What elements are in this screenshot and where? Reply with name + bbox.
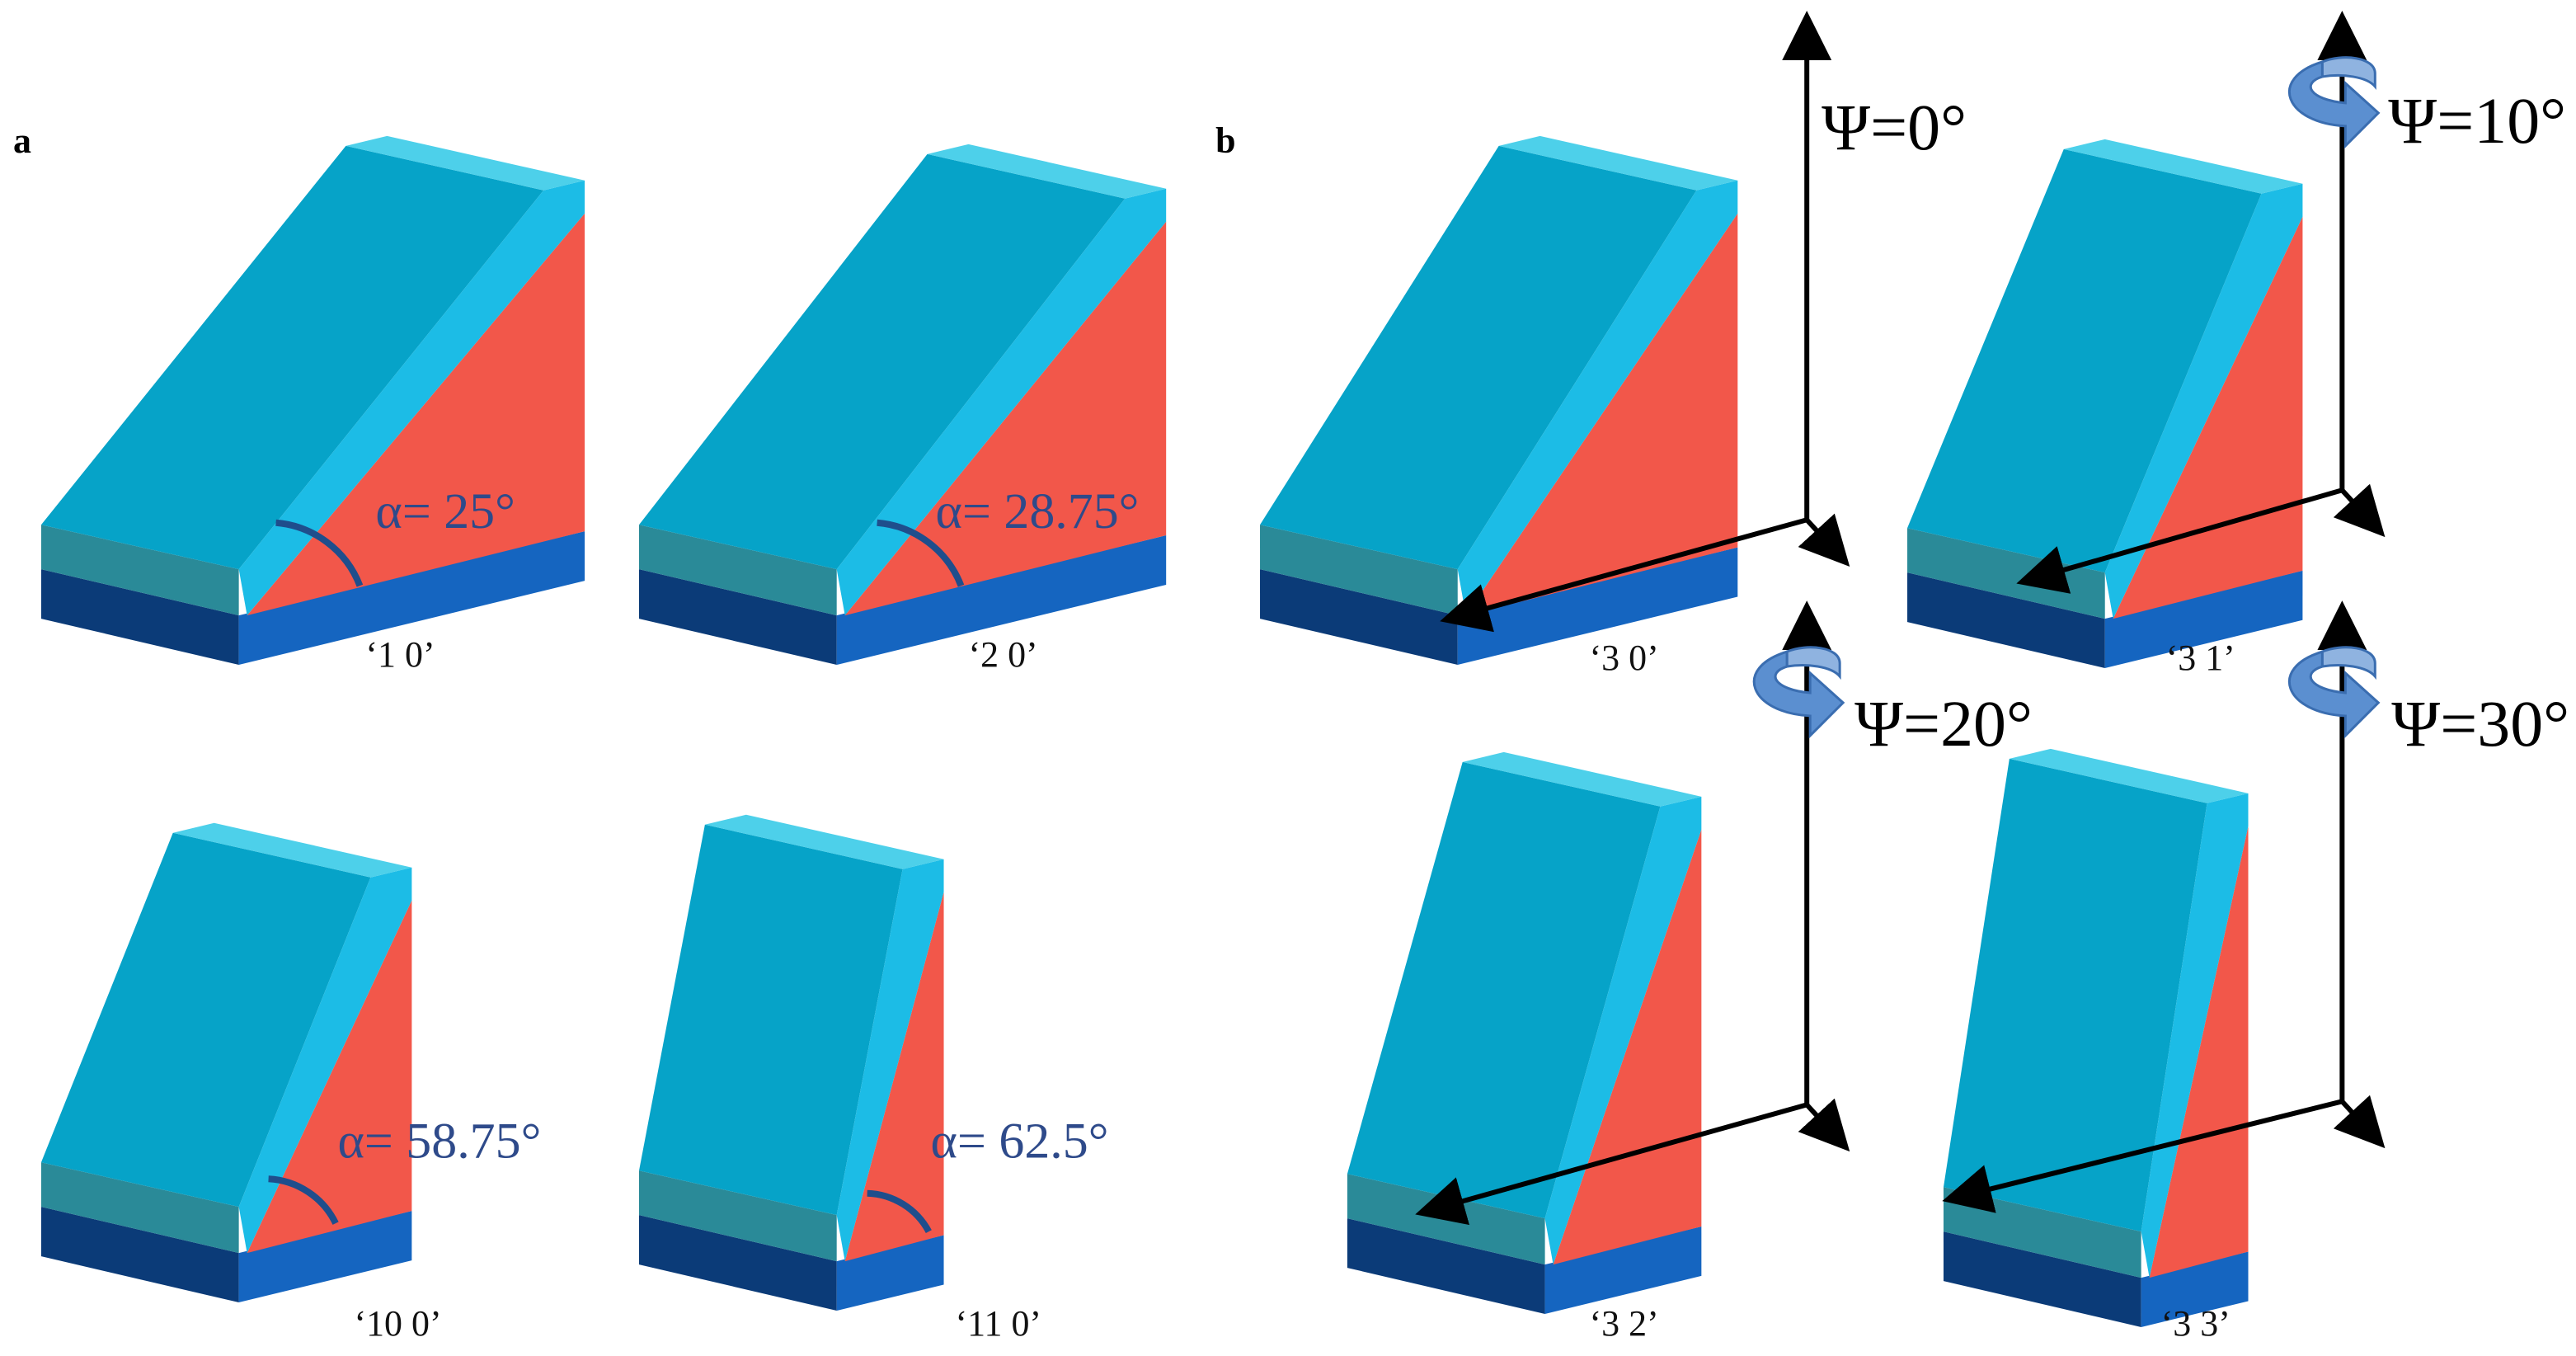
caption: ‘3 3’ (2161, 1303, 2230, 1344)
slope-face (40, 145, 544, 570)
base-right (238, 531, 585, 666)
base-right (836, 535, 1167, 666)
top-face (172, 822, 412, 878)
rotation-icon (1785, 646, 1841, 680)
base-right (1457, 547, 1738, 666)
slab-left (1260, 525, 1458, 616)
caption: ‘11 0’ (956, 1303, 1042, 1344)
caption: ‘1 0’ (365, 634, 435, 675)
base-left (1347, 1218, 1545, 1315)
slope-face (1907, 148, 2262, 573)
angle-arc (867, 1189, 932, 1234)
base-left (639, 569, 837, 666)
slab-left (639, 525, 837, 616)
axis-arrow (1415, 1102, 1808, 1226)
top-face (346, 135, 585, 191)
edge-strip (836, 859, 944, 1262)
base-right (1544, 1226, 1702, 1315)
caption: ‘3 1’ (2166, 638, 2235, 678)
slab-left (1907, 528, 2105, 619)
axis-arrow (1798, 513, 1850, 567)
blocks (40, 11, 2386, 1327)
edge-strip (1457, 180, 1738, 616)
base-left (40, 569, 239, 666)
angle-arc (877, 519, 965, 587)
base-left (1943, 1231, 2141, 1327)
slope-face (40, 832, 371, 1208)
edge-strip (238, 867, 412, 1254)
top-face (1462, 751, 1702, 807)
edge-strip (238, 180, 585, 616)
base-right (2141, 1251, 2249, 1327)
psi-label: Ψ=20° (1854, 688, 2033, 760)
rotation-icon (2287, 650, 2381, 739)
base-left (1260, 569, 1458, 666)
rotation-icon (2320, 56, 2376, 91)
slab-left (40, 525, 239, 616)
caption: ‘3 0’ (1590, 638, 1659, 678)
slope-face (1260, 145, 1697, 570)
psi-label: Ψ=0° (1822, 92, 1967, 164)
top-face (1498, 135, 1738, 191)
caption: ‘10 0’ (354, 1303, 441, 1344)
red-face (2113, 216, 2303, 619)
base-left (40, 1207, 239, 1303)
base-left (1907, 572, 2105, 669)
edge-strip (836, 188, 1167, 616)
angle-label: α= 62.5° (931, 1113, 1109, 1169)
top-face (704, 814, 944, 869)
panel-label: a (13, 120, 31, 161)
rotation-icon (2287, 59, 2381, 149)
axis-arrow (1440, 517, 1807, 633)
top-face (927, 144, 1167, 199)
slope-face (639, 153, 1126, 570)
top-face (2009, 748, 2249, 803)
panel-label: b (1215, 120, 1235, 161)
angle-label: α= 25° (375, 483, 515, 539)
psi-label: Ψ=10° (2388, 85, 2566, 158)
edge-strip (1544, 796, 1702, 1265)
top-face (2063, 139, 2303, 194)
slab-left (40, 1162, 239, 1254)
rotation-icon (2320, 646, 2376, 680)
base-right (2104, 570, 2303, 669)
axis-arrow (2333, 483, 2386, 538)
rotation-icon (1752, 650, 1845, 739)
caption: ‘3 2’ (1590, 1303, 1659, 1344)
axis-arrow (2016, 487, 2343, 594)
slab-left (639, 1170, 837, 1262)
slope-face (1347, 761, 1661, 1219)
axis-arrow (1798, 1098, 1850, 1152)
angle-arc (268, 1175, 339, 1225)
edge-strip (2104, 183, 2303, 619)
base-left (639, 1215, 837, 1311)
base-right (238, 1211, 412, 1303)
edge-strip (2141, 793, 2249, 1278)
angle-arc (275, 519, 364, 587)
slope-face (639, 824, 903, 1216)
angle-label: α= 28.75° (936, 483, 1140, 539)
angle-label: α= 58.75° (337, 1113, 541, 1169)
base-right (836, 1235, 944, 1311)
psi-label: Ψ=30° (2391, 688, 2569, 760)
caption: ‘2 0’ (968, 634, 1037, 675)
slope-face (1943, 758, 2207, 1232)
axis-arrow (1942, 1099, 2343, 1213)
axis-arrow (2333, 1095, 2386, 1149)
